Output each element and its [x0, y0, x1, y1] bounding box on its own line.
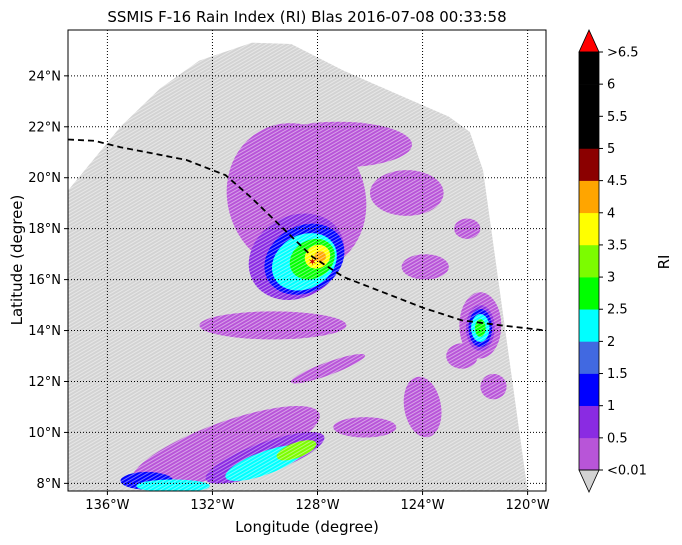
colorbar-segment	[579, 437, 599, 471]
colorbar-frame	[578, 51, 600, 471]
longitude-ticks: 136°W 132°W 128°W 124°W 120°W	[85, 491, 550, 513]
colorbar-segment	[579, 341, 599, 374]
latitude-tick-label: 16°N	[28, 273, 61, 288]
colorbar-segment	[579, 116, 599, 149]
x-axis-label: Longitude (degree)	[235, 518, 379, 536]
colorbar-under-arrow	[578, 469, 600, 493]
colorbar-tick-label: 2.5	[607, 303, 628, 318]
colorbar-tick-label: 4.5	[607, 174, 628, 189]
map-title: SSMIS F-16 Rain Index (RI) Blas 2016-07-…	[107, 8, 506, 26]
colorbar-tick-label: >6.5	[607, 46, 639, 61]
colorbar-tick-label: 3.5	[607, 238, 628, 253]
colorbar-tick-label: 2	[607, 335, 615, 350]
colorbar-segment	[579, 84, 599, 117]
swath-scanlines	[68, 42, 528, 491]
latitude-ticks: 8°N 10°N 12°N 14°N 16°N 18°N 20°N 22°N 24°N	[28, 69, 68, 492]
colorbar-over-arrow	[578, 29, 600, 53]
latitude-tick-label: 12°N	[28, 375, 61, 390]
longitude-tick-label: 136°W	[85, 498, 129, 513]
map-frame	[67, 29, 547, 492]
colorbar-segment	[579, 212, 599, 246]
longitude-tick-label: 120°W	[506, 498, 550, 513]
colorbar-segment	[579, 373, 599, 406]
colorbar-segment	[579, 52, 599, 85]
longitude-tick-label: 132°W	[190, 498, 234, 513]
map-gridlines	[68, 30, 546, 491]
latitude-tick-label: 14°N	[28, 324, 61, 339]
colorbar-tick-label: 4	[607, 206, 615, 221]
colorbar-tick-label: 0.5	[607, 431, 628, 446]
longitude-tick-label: 124°W	[400, 498, 444, 513]
colorbar-tick-label: 5	[607, 142, 615, 157]
latitude-tick-label: 24°N	[28, 69, 61, 84]
colorbar-tick-label: <0.01	[607, 464, 647, 479]
y-axis-label: Latitude (degree)	[8, 195, 26, 326]
latitude-tick-label: 8°N	[37, 477, 62, 492]
latitude-tick-label: 10°N	[28, 426, 61, 441]
colorbar: <0.01 0.5 1 1.5 2 2.5 3 3.5 4 4.5 5 5.5 6 >6.5	[578, 29, 647, 493]
colorbar-segment	[579, 180, 599, 214]
colorbar-tick-label: 6	[607, 78, 615, 93]
colorbar-tick-label: 3	[607, 271, 615, 286]
colorbar-segment	[579, 309, 599, 342]
colorbar-tick-label: 1.5	[607, 367, 628, 382]
colorbar-segment	[579, 277, 599, 310]
latitude-tick-label: 20°N	[28, 171, 61, 186]
colorbar-tick-label: 5.5	[607, 110, 628, 125]
latitude-tick-label: 22°N	[28, 120, 61, 135]
colorbar-segment	[579, 148, 599, 181]
colorbar-segment	[579, 244, 599, 278]
storm-track-line	[68, 138, 546, 332]
storm-center-marker: ✶	[308, 255, 317, 268]
latitude-tick-label: 18°N	[28, 222, 61, 237]
colorbar-tick-label: 1	[607, 399, 615, 414]
longitude-tick-label: 128°W	[295, 498, 339, 513]
colorbar-label: RI	[655, 255, 673, 270]
colorbar-segment	[579, 405, 599, 439]
